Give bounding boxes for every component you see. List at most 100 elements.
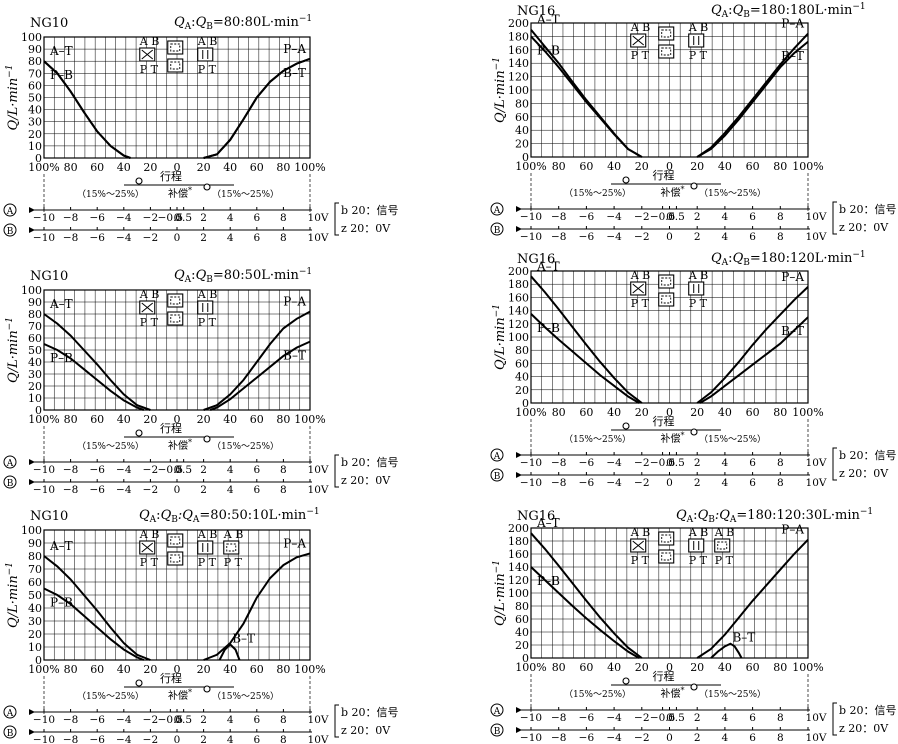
x-tick-label: 100% — [28, 161, 59, 174]
voltage-tick-a: −6 — [579, 211, 595, 223]
voltage-tick-a: −2 — [143, 464, 158, 476]
voltage-tick-b: 10V — [806, 231, 827, 243]
spool-marker-icon — [622, 422, 630, 430]
voltage-tick-a: −10 — [33, 212, 55, 224]
port-label-ab: A B — [688, 526, 709, 539]
y-axis-label: Q/L·min−1 — [5, 65, 21, 131]
marker-a-label: A — [493, 452, 501, 462]
y-tick-label: 20 — [28, 380, 42, 393]
marker-a-icon — [3, 705, 17, 719]
x-tick-label: 40 — [607, 160, 621, 173]
y-tick-label: 90 — [28, 43, 42, 56]
voltage-tick-a: 8 — [280, 464, 287, 476]
port-label-pt: P T — [198, 63, 217, 76]
voltage-tick-b: 4 — [722, 477, 729, 489]
voltage-tick-a: 10V — [308, 714, 329, 726]
port-label-ab: A B — [630, 21, 651, 34]
voltage-tick-a: 2 — [200, 714, 207, 726]
voltage-tick-b: −4 — [606, 477, 622, 489]
series-label: P–B — [50, 68, 73, 82]
valve-symbol-icon — [167, 58, 184, 73]
chart-title: QA:QB:QA=180:120:30L·min−1 — [676, 507, 873, 525]
marker-b-label: B — [494, 472, 501, 482]
x-tick-label: 60 — [579, 661, 593, 674]
overlap-label-right: （15%～25%） — [212, 441, 279, 452]
series-label: P–A — [283, 42, 306, 56]
voltage-tick-b: −2 — [634, 477, 649, 489]
chart-title: QA:QB=80:50L·min−1 — [174, 267, 312, 285]
voltage-tick-b: 6 — [253, 734, 260, 744]
y-axis-label-exp: −1 — [5, 317, 15, 330]
voltage-tick-a: 6 — [749, 211, 756, 223]
series-line — [530, 566, 640, 659]
series-line — [696, 40, 809, 158]
marker-b-icon — [3, 725, 17, 739]
voltage-tick-a: 0 — [174, 714, 181, 726]
voltage-tick-b: 10V — [308, 734, 329, 744]
y-tick-label: 100 — [508, 84, 529, 97]
spool-marker-icon — [135, 429, 143, 437]
voltage-tick-b: 6 — [749, 477, 756, 489]
overlap-label-left: （15%～25%） — [564, 689, 631, 700]
valve-symbol-icon — [167, 40, 184, 55]
voltage-tick-a: 10V — [308, 464, 329, 476]
y-tick-label: 50 — [28, 92, 42, 105]
bracket — [832, 702, 837, 736]
voltage-tick-b: 10V — [308, 232, 329, 244]
voltage-tick-b: 10V — [308, 484, 329, 496]
port-label-ab: A B — [630, 269, 651, 282]
x-tick-label: 100% — [515, 160, 546, 173]
series-line — [530, 313, 640, 404]
voltage-tick-a: −10 — [520, 211, 542, 223]
bracket — [334, 704, 339, 738]
valve-symbol-icon — [658, 292, 675, 307]
series-line — [43, 343, 145, 411]
marker-b-label: B — [494, 727, 501, 737]
y-tick-label: 20 — [28, 628, 42, 641]
voltage-tick-a: 10V — [806, 712, 827, 724]
voltage-tick-a: −6 — [89, 212, 105, 224]
voltage-tick-a: −6 — [89, 714, 105, 726]
overlap-label-right: （15%～25%） — [212, 691, 279, 702]
x-tick-label: 100% — [294, 161, 325, 174]
valve-size-label: NG10 — [30, 269, 68, 284]
x-tick-label: 100% — [294, 413, 325, 426]
series-line — [43, 313, 151, 411]
marker-b-label: B — [7, 729, 14, 739]
x-tick-label: 20 — [143, 663, 157, 676]
plot-frame — [43, 36, 311, 159]
marker-a-label: A — [493, 206, 501, 216]
voltage-tick-b: 2 — [200, 734, 207, 744]
series-line — [43, 60, 131, 159]
valve-symbol-icon — [658, 549, 675, 564]
voltage-tick-a: −4 — [606, 712, 622, 724]
voltage-tick-a: 8 — [777, 457, 784, 469]
y-tick-label: 80 — [28, 55, 42, 68]
series-label: P–A — [283, 536, 306, 550]
voltage-tick-a: 0 — [666, 457, 673, 469]
stroke-label: 行程 — [160, 672, 182, 685]
bracket-signal-label: b 20：信号 — [839, 203, 897, 216]
y-tick-label: 40 — [28, 602, 42, 615]
marker-b-icon — [490, 222, 504, 236]
voltage-tick-a: 6 — [253, 212, 260, 224]
bracket-zero-label: z 20：0V — [341, 222, 391, 235]
marker-b-label: B — [7, 479, 14, 489]
valve-symbol-icon — [714, 538, 731, 553]
bracket-signal-label: b 20：信号 — [341, 706, 399, 719]
voltage-tick-a: 0.5 — [175, 212, 192, 224]
x-tick-label: 60 — [250, 161, 264, 174]
y-tick-label: 60 — [28, 79, 42, 92]
series-line — [43, 555, 151, 661]
x-tick-label: 80 — [276, 663, 290, 676]
y-tick-label: 90 — [28, 537, 42, 550]
voltage-tick-b: 10V — [806, 477, 827, 489]
x-tick-label: 100% — [294, 663, 325, 676]
series-label: P–A — [781, 17, 804, 31]
y-tick-label: 90 — [28, 296, 42, 309]
x-tick-label: 0 — [174, 413, 181, 426]
y-tick-label: 200 — [508, 17, 529, 30]
